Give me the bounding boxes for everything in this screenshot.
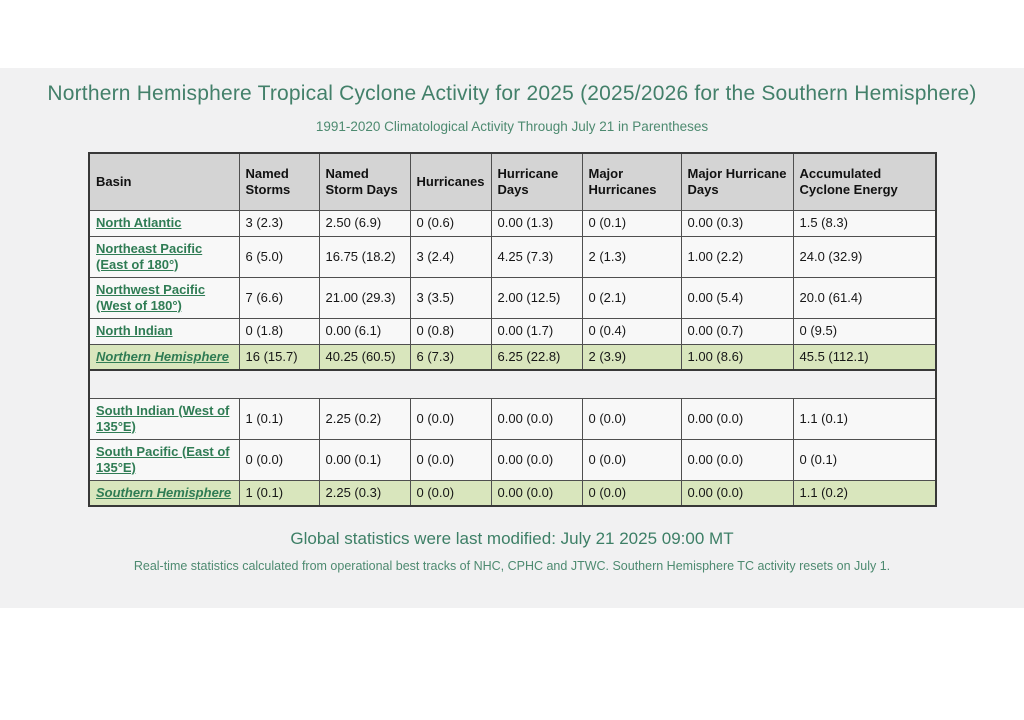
data-cell: 0 (0.0) xyxy=(409,397,492,440)
data-cell: 0 (2.1) xyxy=(581,276,682,319)
data-cell: 0 (0.0) xyxy=(581,438,682,481)
basin-link[interactable]: Southern Hemisphere xyxy=(96,484,232,500)
data-cell: 6 (5.0) xyxy=(238,235,320,278)
column-header-named-storms: Named Storms xyxy=(238,152,320,211)
data-cell: 24.0 (32.9) xyxy=(792,235,937,278)
data-cell: 1 (0.1) xyxy=(238,397,320,440)
column-header-basin: Basin xyxy=(88,152,240,211)
data-cell: 40.25 (60.5) xyxy=(318,343,411,371)
basin-cell: North Indian xyxy=(88,317,240,345)
table-row: North Indian 0 (1.8) 0.00 (6.1) 0 (0.8) 0.0… xyxy=(88,317,937,345)
data-cell: 0.00 (0.0) xyxy=(490,438,583,481)
table-row: Northeast Pacific (East of 180°) 6 (5.0)… xyxy=(88,235,937,278)
data-cell: 2.00 (12.5) xyxy=(490,276,583,319)
table-row: North Atlantic 3 (2.3) 2.50 (6.9) 0 (0.6) 0… xyxy=(88,209,937,237)
data-cell: 0 (0.0) xyxy=(238,438,320,481)
data-cell: 0 (1.8) xyxy=(238,317,320,345)
data-cell: 2.50 (6.9) xyxy=(318,209,411,237)
column-header-major-hurricane-days: Major Hurricane Days xyxy=(680,152,794,211)
cyclone-activity-table: Basin Named Storms Named Storm Days Hurr… xyxy=(88,152,937,507)
data-cell: 6.25 (22.8) xyxy=(490,343,583,371)
data-cell: 0.00 (0.0) xyxy=(490,397,583,440)
basin-cell: Northwest Pacific (West of 180°) xyxy=(88,276,240,319)
data-cell: 0.00 (5.4) xyxy=(680,276,794,319)
data-cell: 0.00 (1.7) xyxy=(490,317,583,345)
spacer-row xyxy=(89,369,936,399)
column-header-named-storm-days: Named Storm Days xyxy=(318,152,411,211)
table-row: South Pacific (East of 135°E) 0 (0.0) 0.0… xyxy=(88,438,937,481)
data-cell: 4.25 (7.3) xyxy=(490,235,583,278)
column-header-hurricanes: Hurricanes xyxy=(409,152,492,211)
data-cell: 2.25 (0.3) xyxy=(318,479,411,507)
basin-link[interactable]: South Pacific (East of 135°E) xyxy=(96,443,230,475)
basin-link[interactable]: South Indian (West of 135°E) xyxy=(96,402,230,434)
data-cell: 0 (9.5) xyxy=(792,317,937,345)
table-header-row: Basin Named Storms Named Storm Days Hurr… xyxy=(88,152,937,211)
basin-link[interactable]: North Indian xyxy=(96,323,173,338)
data-cell: 1.5 (8.3) xyxy=(792,209,937,237)
basin-cell: South Indian (West of 135°E) xyxy=(88,397,240,440)
data-cell: 0.00 (6.1) xyxy=(318,317,411,345)
data-cell: 3 (3.5) xyxy=(409,276,492,319)
data-cell: 3 (2.3) xyxy=(238,209,320,237)
data-cell: 7 (6.6) xyxy=(238,276,320,319)
data-cell: 0 (0.1) xyxy=(581,209,682,237)
data-cell: 2 (1.3) xyxy=(581,235,682,278)
data-cell: 0 (0.0) xyxy=(581,479,682,507)
data-cell: 0 (0.0) xyxy=(581,397,682,440)
data-cell: 2.25 (0.2) xyxy=(318,397,411,440)
data-cell: 0.00 (0.0) xyxy=(490,479,583,507)
basin-link[interactable]: Northwest Pacific (West of 180°) xyxy=(96,281,206,313)
data-cell: 1.1 (0.1) xyxy=(792,397,937,440)
table-row: Southern Hemisphere 1 (0.1) 2.25 (0.3) 0 (… xyxy=(88,479,937,507)
data-cell: 45.5 (112.1) xyxy=(792,343,937,371)
data-cell: 16 (15.7) xyxy=(238,343,320,371)
data-cell: 0.00 (0.1) xyxy=(318,438,411,481)
column-header-major-hurricanes: Major Hurricanes xyxy=(581,152,682,211)
data-cell: 21.00 (29.3) xyxy=(318,276,411,319)
data-cell: 0.00 (0.0) xyxy=(680,438,794,481)
data-cell: 0 (0.1) xyxy=(792,438,937,481)
table-row: South Indian (West of 135°E) 1 (0.1) 2.25… xyxy=(88,397,937,440)
data-cell: 0 (0.0) xyxy=(409,438,492,481)
basin-cell: Northern Hemisphere xyxy=(88,343,240,371)
realtime-note-text: Real-time statistics calculated from ope… xyxy=(133,559,891,573)
data-cell: 0 (0.0) xyxy=(409,479,492,507)
data-cell: 0.00 (0.3) xyxy=(680,209,794,237)
data-cell: 0.00 (0.0) xyxy=(680,397,794,440)
spacer-cell xyxy=(89,369,936,399)
data-cell: 1 (0.1) xyxy=(238,479,320,507)
basin-cell: Northeast Pacific (East of 180°) xyxy=(88,235,240,278)
basin-cell: Southern Hemisphere xyxy=(88,479,240,507)
stats-panel: Northern Hemisphere Tropical Cyclone Act… xyxy=(0,68,1024,608)
data-cell: 0.00 (0.0) xyxy=(680,479,794,507)
basin-link[interactable]: Northern Hemisphere xyxy=(96,348,229,364)
data-cell: 1.00 (2.2) xyxy=(680,235,794,278)
basin-cell: North Atlantic xyxy=(88,209,240,237)
data-cell: 6 (7.3) xyxy=(409,343,492,371)
data-cell: 1.00 (8.6) xyxy=(680,343,794,371)
basin-cell: South Pacific (East of 135°E) xyxy=(88,438,240,481)
data-cell: 16.75 (18.2) xyxy=(318,235,411,278)
data-cell: 3 (2.4) xyxy=(409,235,492,278)
data-cell: 0 (0.4) xyxy=(581,317,682,345)
last-modified-text: Global statistics were last modified: Ju… xyxy=(290,529,734,548)
column-header-accumulated-cyclone-energy: Accumulated Cyclone Energy xyxy=(792,152,937,211)
table-row: Northern Hemisphere 16 (15.7) 40.25 (60.5… xyxy=(88,343,937,371)
page-title: Northern Hemisphere Tropical Cyclone Act… xyxy=(47,82,977,105)
table-row: Northwest Pacific (West of 180°) 7 (6.6)… xyxy=(88,276,937,319)
data-cell: 2 (3.9) xyxy=(581,343,682,371)
data-cell: 0 (0.8) xyxy=(409,317,492,345)
data-cell: 20.0 (61.4) xyxy=(792,276,937,319)
page-subtitle: 1991-2020 Climatological Activity Throug… xyxy=(315,119,709,134)
basin-link[interactable]: North Atlantic xyxy=(96,215,182,230)
basin-link[interactable]: Northeast Pacific (East of 180°) xyxy=(96,240,203,272)
data-cell: 0 (0.6) xyxy=(409,209,492,237)
data-cell: 0.00 (0.7) xyxy=(680,317,794,345)
column-header-hurricane-days: Hurricane Days xyxy=(490,152,583,211)
data-cell: 0.00 (1.3) xyxy=(490,209,583,237)
data-cell: 1.1 (0.2) xyxy=(792,479,937,507)
